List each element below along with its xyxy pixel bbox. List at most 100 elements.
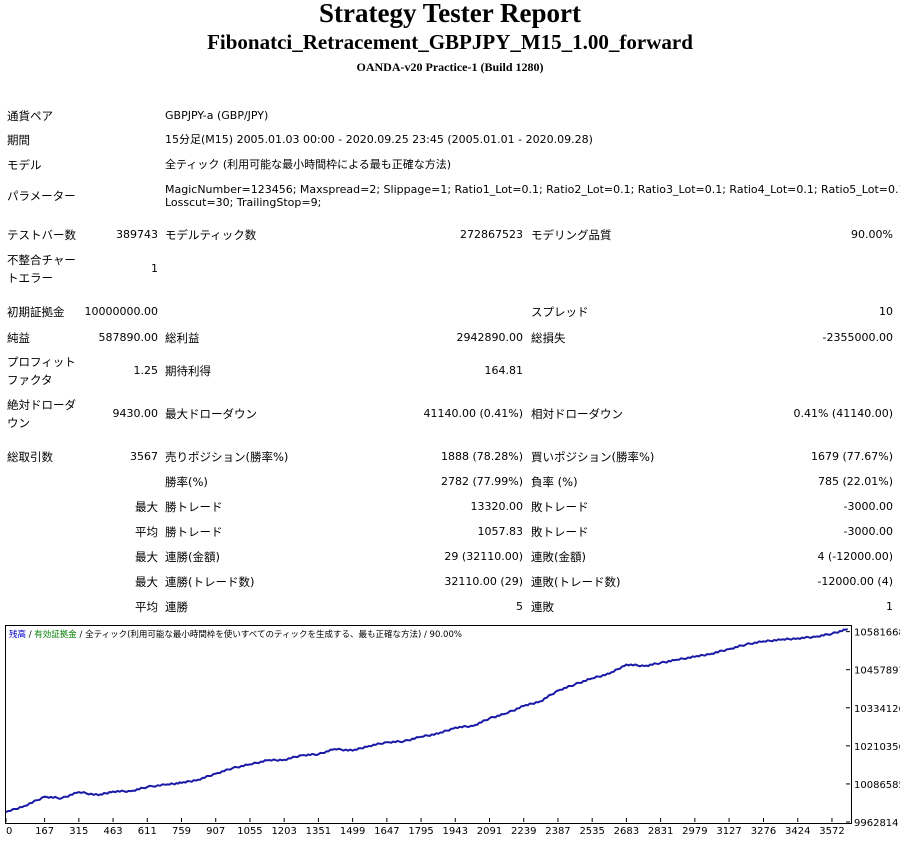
x-tick-label: 3276 bbox=[751, 826, 776, 837]
largest-win-label: 勝トレード bbox=[165, 500, 223, 514]
legend-model: 全ティック(利用可能な最小時間枠を使いすべてのティックを生成する、最も正確な方法… bbox=[85, 630, 462, 640]
max-cons-loss-value: -12000.00 (4) bbox=[817, 575, 893, 588]
max-cons-wins-label: 連勝(金額) bbox=[165, 550, 220, 564]
y-tick-label: 10210356 bbox=[854, 742, 900, 753]
max-cons-losses-label: 連敗(金額) bbox=[531, 550, 586, 564]
x-tick-label: 3127 bbox=[716, 826, 741, 837]
max-drawdown-label: 最大ドローダウン bbox=[165, 407, 257, 421]
legend-balance: 残高 bbox=[9, 630, 27, 640]
total-trades-value: 3567 bbox=[130, 450, 158, 463]
x-tick-label: 463 bbox=[104, 826, 123, 837]
profit-factor-value: 1.25 bbox=[133, 364, 159, 377]
x-tick-label: 611 bbox=[138, 826, 157, 837]
spread-value: 10 bbox=[879, 305, 893, 318]
period-value: 15分足(M15) 2005.01.03 00:00 - 2020.09.25 … bbox=[165, 133, 593, 146]
profit-factor-label-2: ファクタ bbox=[7, 373, 53, 387]
ticks-value: 272867523 bbox=[460, 228, 523, 241]
total-trades-label: 総取引数 bbox=[7, 450, 53, 464]
avg-cons-losses-value: 1 bbox=[886, 600, 893, 613]
abs-drawdown-label-2: ウン bbox=[7, 416, 30, 430]
avg-win-label: 勝トレード bbox=[165, 525, 223, 539]
abs-drawdown-label-1: 絶対ドローダ bbox=[7, 398, 76, 412]
y-tick-label: 10086585 bbox=[854, 780, 900, 791]
server-info: OANDA-v20 Practice-1 (Build 1280) bbox=[356, 60, 544, 74]
legend-equity: 有効証拠金 bbox=[34, 630, 77, 640]
quality-value: 90.00% bbox=[851, 228, 893, 241]
balance-chart-frame bbox=[5, 625, 852, 824]
max-cons-profit-label: 連勝(トレード数) bbox=[165, 575, 255, 589]
deposit-value: 10000000.00 bbox=[84, 305, 158, 318]
x-tick-label: 2239 bbox=[511, 826, 536, 837]
legend-separator: / bbox=[76, 630, 86, 640]
x-tick-label: 167 bbox=[35, 826, 54, 837]
max-cons-losses-value: 4 (-12000.00) bbox=[817, 550, 893, 563]
gross-profit-value: 2942890.00 bbox=[456, 331, 523, 344]
gross-loss-label: 総損失 bbox=[531, 331, 566, 345]
x-tick-label: 907 bbox=[206, 826, 225, 837]
max-cons-loss-label: 連敗(トレード数) bbox=[531, 575, 621, 589]
params-label: パラメーター bbox=[7, 189, 76, 203]
max-drawdown-value: 41140.00 (0.41%) bbox=[423, 407, 523, 420]
ticks-label: モデルティック数 bbox=[165, 228, 257, 242]
deposit-label: 初期証拠金 bbox=[7, 305, 65, 319]
params-line-2: Losscut=30; TrailingStop=9; bbox=[165, 196, 322, 209]
max-cons-profit-value: 32110.00 (29) bbox=[444, 575, 523, 588]
x-tick-label: 2535 bbox=[579, 826, 604, 837]
loss-trades-value: 785 (22.01%) bbox=[817, 475, 893, 488]
max-cons-wins-value: 29 (32110.00) bbox=[444, 550, 523, 563]
x-tick-label: 1795 bbox=[408, 826, 433, 837]
mismatch-label-1: 不整合チャー bbox=[7, 253, 76, 267]
chart-legend: 残高 / 有効証拠金 / 全ティック(利用可能な最小時間枠を使いすべてのティック… bbox=[9, 628, 462, 640]
report-title: Strategy Tester Report bbox=[319, 0, 581, 28]
short-positions-value: 1888 (78.28%) bbox=[440, 450, 523, 463]
largest-loss-value: -3000.00 bbox=[843, 500, 893, 513]
long-positions-label: 買いポジション(勝率%) bbox=[531, 450, 655, 464]
symbol-value: GBPJPY-a (GBP/JPY) bbox=[165, 109, 269, 122]
avg-cons-wins-label: 連勝 bbox=[165, 600, 188, 614]
y-tick-label: 10457897 bbox=[854, 666, 900, 677]
abs-drawdown-value: 9430.00 bbox=[112, 407, 159, 420]
expected-payoff-value: 164.81 bbox=[484, 364, 524, 377]
rel-drawdown-label: 相対ドローダウン bbox=[531, 407, 623, 421]
rel-drawdown-value: 0.41% (41140.00) bbox=[793, 407, 893, 420]
quality-label: モデリング品質 bbox=[531, 228, 612, 242]
x-tick-label: 2387 bbox=[545, 826, 570, 837]
y-tick-label: 10581668 bbox=[854, 628, 900, 639]
x-tick-label: 1203 bbox=[271, 826, 296, 837]
period-label: 期間 bbox=[7, 133, 30, 147]
mismatch-value: 1 bbox=[151, 262, 158, 275]
largest-label: 最大 bbox=[135, 500, 158, 514]
x-tick-label: 3572 bbox=[819, 826, 844, 837]
mismatch-label-2: トエラー bbox=[7, 271, 53, 285]
model-label: モデル bbox=[7, 158, 42, 172]
x-tick-label: 1499 bbox=[340, 826, 365, 837]
x-tick-label: 2091 bbox=[477, 826, 502, 837]
params-line-1: MagicNumber=123456; Maxspread=2; Slippag… bbox=[165, 183, 900, 196]
x-tick-label: 1647 bbox=[374, 826, 399, 837]
net-profit-value: 587890.00 bbox=[98, 331, 159, 344]
avg-cons-losses-label: 連敗 bbox=[531, 600, 554, 614]
x-tick-label: 1943 bbox=[443, 826, 468, 837]
expected-payoff-label: 期待利得 bbox=[165, 364, 211, 378]
model-value: 全ティック (利用可能な最小時間枠による最も正確な方法) bbox=[165, 158, 452, 171]
x-tick-label: 2683 bbox=[614, 826, 639, 837]
x-tick-label: 2979 bbox=[682, 826, 707, 837]
x-tick-label: 0 bbox=[6, 826, 12, 837]
x-tick-label: 315 bbox=[69, 826, 88, 837]
x-tick-label: 1055 bbox=[237, 826, 262, 837]
largest-win-value: 13320.00 bbox=[470, 500, 524, 513]
largest-loss-label: 敗トレード bbox=[531, 500, 589, 514]
spread-label: スプレッド bbox=[531, 305, 589, 319]
max-cons-label: 最大 bbox=[135, 550, 158, 564]
avg-loss-label: 敗トレード bbox=[531, 525, 589, 539]
report-subtitle: Fibonatci_Retracement_GBPJPY_M15_1.00_fo… bbox=[207, 30, 693, 54]
x-tick-label: 3424 bbox=[785, 826, 810, 837]
gross-loss-value: -2355000.00 bbox=[822, 331, 893, 344]
profit-trades-value: 2782 (77.99%) bbox=[440, 475, 523, 488]
x-tick-label: 759 bbox=[172, 826, 191, 837]
profit-trades-label: 勝率(%) bbox=[165, 475, 208, 489]
loss-trades-label: 負率 (%) bbox=[531, 475, 578, 489]
bars-label: テストバー数 bbox=[7, 228, 76, 242]
avg-cons-label: 平均 bbox=[135, 600, 158, 614]
